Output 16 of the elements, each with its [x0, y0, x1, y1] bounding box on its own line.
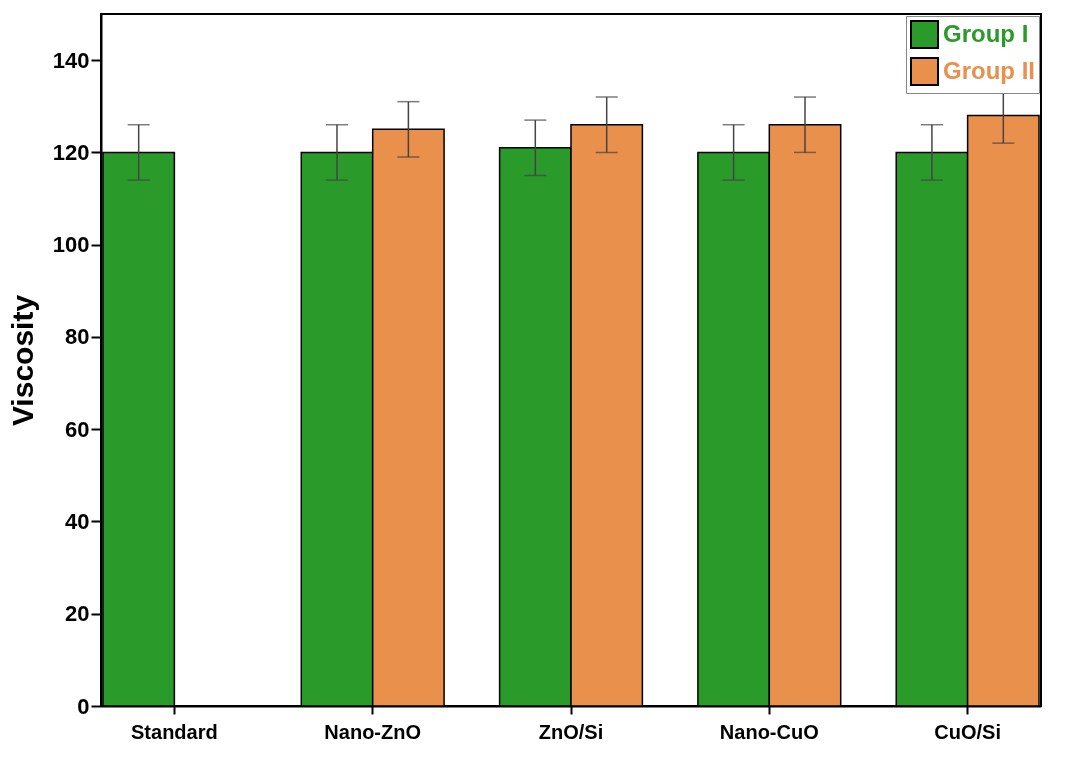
x-tick-label: Nano-CuO: [719, 720, 819, 743]
y-tick-label: 60: [65, 416, 90, 442]
y-tick-label: 80: [65, 324, 90, 350]
y-axis-title: Viscosity: [5, 294, 39, 427]
y-tick-label: 140: [52, 47, 90, 73]
legend-label: Group II: [943, 56, 1035, 84]
x-tick-label: Nano-ZnO: [324, 720, 422, 743]
y-tick-label: 120: [52, 139, 90, 165]
y-tick-label: 100: [52, 232, 90, 258]
x-tick-label: Standard: [131, 720, 218, 743]
y-tick-label: 0: [77, 693, 90, 719]
y-tick-label: 40: [65, 508, 90, 534]
x-tick-label: ZnO/Si: [538, 720, 604, 743]
x-tick-label: CuO/Si: [934, 720, 1001, 743]
legend-label: Group I: [943, 19, 1029, 47]
y-tick-label: 20: [65, 601, 90, 627]
